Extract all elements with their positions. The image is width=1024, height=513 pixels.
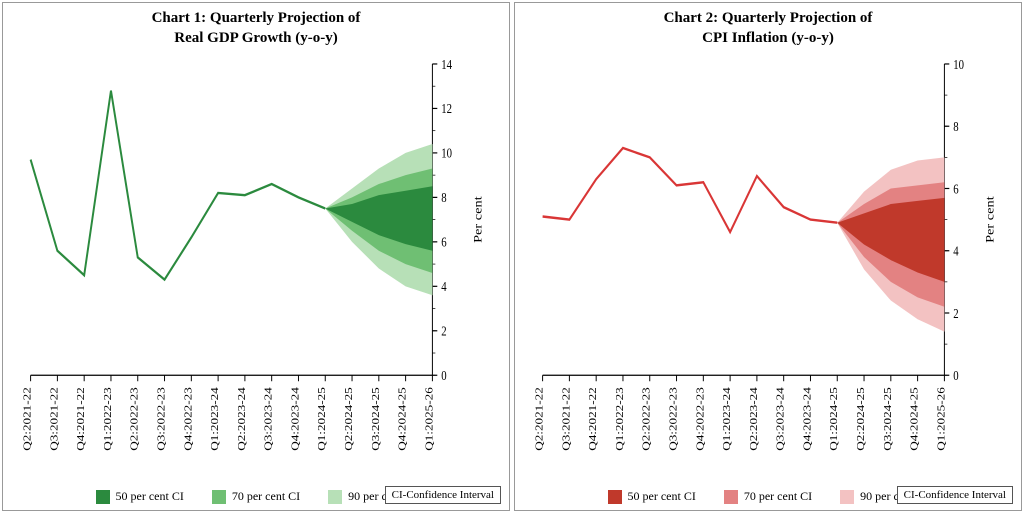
svg-text:Q4:2021-22: Q4:2021-22 — [586, 387, 599, 451]
svg-text:Q4:2023-24: Q4:2023-24 — [801, 387, 814, 451]
chart-svg: 0 2 4 6 8 10 12 14 Per cent Q2:2021-22 Q3:2021-22 Q… — [11, 52, 501, 483]
title-line-2: CPI Inflation (y-o-y) — [702, 30, 834, 46]
svg-text:Q1:2022-23: Q1:2022-23 — [613, 387, 626, 451]
svg-text:Q4:2022-23: Q4:2022-23 — [693, 387, 706, 451]
svg-text:Q4:2024-25: Q4:2024-25 — [396, 387, 409, 451]
svg-text:Q4:2023-24: Q4:2023-24 — [289, 387, 302, 451]
legend-label: 70 per cent CI — [744, 489, 812, 504]
svg-text:Q2:2023-24: Q2:2023-24 — [235, 387, 248, 451]
ci-note: CI-Confidence Interval — [897, 486, 1013, 504]
legend-item-ci70: 70 per cent CI — [724, 489, 812, 504]
svg-text:10: 10 — [953, 57, 964, 72]
svg-text:Q3:2021-22: Q3:2021-22 — [48, 387, 61, 451]
svg-text:2: 2 — [441, 324, 446, 339]
svg-text:Per cent: Per cent — [471, 196, 484, 243]
svg-text:0: 0 — [953, 368, 958, 383]
legend-label: 70 per cent CI — [232, 489, 300, 504]
svg-text:6: 6 — [441, 235, 446, 250]
svg-text:Q2:2021-22: Q2:2021-22 — [21, 387, 34, 451]
svg-text:Q4:2021-22: Q4:2021-22 — [74, 387, 87, 451]
legend-swatch — [328, 490, 342, 504]
svg-text:Q2:2021-22: Q2:2021-22 — [533, 387, 546, 451]
svg-text:Q4:2024-25: Q4:2024-25 — [908, 387, 921, 451]
svg-text:Q3:2023-24: Q3:2023-24 — [262, 387, 275, 451]
svg-text:Q1:2023-24: Q1:2023-24 — [720, 387, 733, 451]
svg-text:10: 10 — [441, 146, 452, 161]
svg-text:Q1:2024-25: Q1:2024-25 — [827, 387, 840, 451]
chart-svg: 0 2 4 6 8 10 Per cent Q2:2021-22 Q3:2021-22 Q4:20… — [523, 52, 1013, 483]
svg-text:6: 6 — [953, 181, 958, 196]
legend-item-ci50: 50 per cent CI — [608, 489, 696, 504]
chart-title: Chart 2: Quarterly Projection of CPI Inf… — [523, 9, 1013, 48]
legend-label: 50 per cent CI — [116, 489, 184, 504]
svg-text:Q2:2024-25: Q2:2024-25 — [342, 387, 355, 451]
title-line-1: Chart 2: Quarterly Projection of — [664, 10, 873, 26]
chart-panel-gdp: Chart 1: Quarterly Projection of Real GD… — [2, 2, 510, 511]
legend-swatch — [212, 490, 226, 504]
svg-text:Q4:2022-23: Q4:2022-23 — [181, 387, 194, 451]
svg-text:8: 8 — [441, 190, 446, 205]
svg-text:Q3:2023-24: Q3:2023-24 — [774, 387, 787, 451]
svg-text:12: 12 — [441, 101, 452, 116]
svg-text:4: 4 — [441, 279, 446, 294]
svg-text:Q1:2023-24: Q1:2023-24 — [208, 387, 221, 451]
svg-text:Q2:2024-25: Q2:2024-25 — [854, 387, 867, 451]
legend-swatch — [96, 490, 110, 504]
legend-label: 50 per cent CI — [628, 489, 696, 504]
svg-text:Q3:2022-23: Q3:2022-23 — [155, 387, 168, 451]
svg-text:Q1:2022-23: Q1:2022-23 — [101, 387, 114, 451]
legend-swatch — [724, 490, 738, 504]
svg-text:Q1:2024-25: Q1:2024-25 — [315, 387, 328, 451]
title-line-1: Chart 1: Quarterly Projection of — [152, 10, 361, 26]
legend-item-ci70: 70 per cent CI — [212, 489, 300, 504]
svg-text:Q2:2022-23: Q2:2022-23 — [128, 387, 141, 451]
legend-item-ci50: 50 per cent CI — [96, 489, 184, 504]
svg-text:Q3:2022-23: Q3:2022-23 — [667, 387, 680, 451]
svg-text:0: 0 — [441, 368, 446, 383]
legend-swatch — [608, 490, 622, 504]
chart-pair-container: Chart 1: Quarterly Projection of Real GD… — [0, 0, 1024, 513]
svg-text:Q3:2024-25: Q3:2024-25 — [369, 387, 382, 451]
svg-text:Q1:2025-26: Q1:2025-26 — [935, 387, 948, 451]
title-line-2: Real GDP Growth (y-o-y) — [174, 30, 337, 46]
svg-text:Q3:2024-25: Q3:2024-25 — [881, 387, 894, 451]
svg-text:8: 8 — [953, 119, 958, 134]
svg-text:4: 4 — [953, 243, 958, 258]
svg-text:14: 14 — [441, 57, 452, 72]
legend-swatch — [840, 490, 854, 504]
svg-text:Q2:2022-23: Q2:2022-23 — [640, 387, 653, 451]
plot-area-gdp: 0 2 4 6 8 10 12 14 Per cent Q2:2021-22 Q3:2021-22 Q… — [11, 52, 501, 483]
svg-text:Q3:2021-22: Q3:2021-22 — [560, 387, 573, 451]
ci-note: CI-Confidence Interval — [385, 486, 501, 504]
svg-text:Per cent: Per cent — [983, 196, 996, 243]
plot-area-cpi: 0 2 4 6 8 10 Per cent Q2:2021-22 Q3:2021-22 Q4:20… — [523, 52, 1013, 483]
chart-title: Chart 1: Quarterly Projection of Real GD… — [11, 9, 501, 48]
svg-text:Q1:2025-26: Q1:2025-26 — [423, 387, 436, 451]
svg-text:Q2:2023-24: Q2:2023-24 — [747, 387, 760, 451]
chart-panel-cpi: Chart 2: Quarterly Projection of CPI Inf… — [514, 2, 1022, 511]
svg-text:2: 2 — [953, 306, 958, 321]
